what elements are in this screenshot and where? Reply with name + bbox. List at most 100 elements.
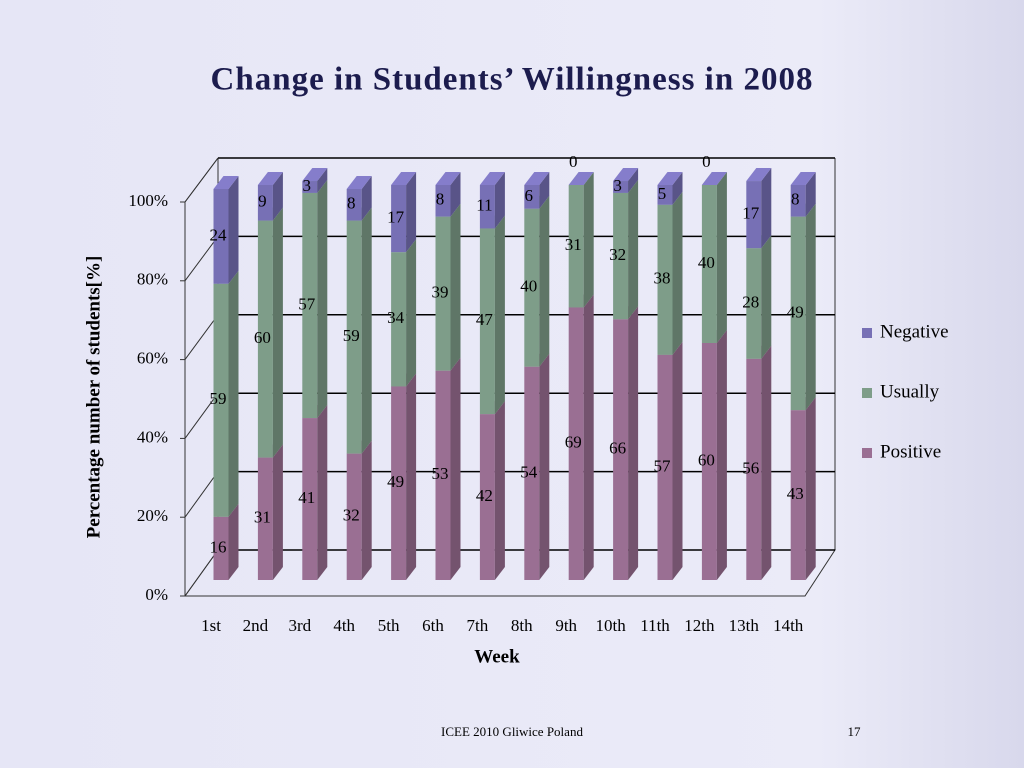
bar-segment [524, 185, 540, 209]
bar-side [406, 172, 417, 253]
bar-side [450, 203, 461, 371]
bar-side [228, 175, 239, 284]
bar-side [361, 175, 372, 221]
bar-side [672, 341, 683, 580]
data-label: 32 [609, 245, 626, 264]
bar-segment [302, 181, 318, 193]
data-label: 6 [525, 186, 534, 205]
grid-line-side [184, 157, 219, 203]
bar-segment [435, 216, 451, 371]
bar-segment [391, 386, 407, 580]
bar-side [628, 168, 639, 193]
x-tick-label: 5th [378, 616, 400, 635]
legend-label: Negative [880, 321, 949, 342]
data-label: 53 [432, 464, 449, 483]
bar-segment [657, 204, 673, 355]
x-tick-label: 8th [511, 616, 533, 635]
x-tick-label: 7th [467, 616, 489, 635]
y-tick-label: 0% [145, 585, 168, 604]
data-label: 59 [210, 389, 227, 408]
bar-top [302, 168, 328, 182]
bar-segment [479, 228, 495, 415]
data-label: 32 [343, 506, 360, 525]
bar-segment [790, 216, 806, 411]
bar-side [672, 191, 683, 355]
data-label: 54 [520, 462, 538, 481]
bar-segment [435, 185, 451, 217]
bar-side [583, 294, 594, 580]
legend-swatch [862, 388, 872, 398]
bar-side [539, 172, 550, 209]
data-label: 38 [654, 269, 671, 288]
bar-top [746, 168, 772, 182]
data-label: 69 [565, 433, 582, 452]
bar-segment [346, 220, 362, 454]
bar-segment [613, 319, 629, 580]
bar-side [628, 306, 639, 580]
bar-side [805, 172, 816, 217]
data-label: 24 [210, 225, 228, 244]
bar-segment [213, 516, 229, 580]
x-tick-label: 9th [555, 616, 577, 635]
bar-top [213, 175, 239, 189]
data-label: 49 [387, 472, 404, 491]
data-label: 42 [476, 486, 493, 505]
x-tick-label: 2nd [243, 616, 269, 635]
bar-side [450, 357, 461, 580]
bar-side [361, 440, 372, 580]
bar-segment [746, 358, 762, 580]
bar-side [228, 270, 239, 517]
bar-side [805, 397, 816, 580]
bar-segment [257, 185, 273, 221]
grid-line-side [184, 392, 219, 439]
x-tick-label: 14th [773, 616, 804, 635]
bar-top [391, 172, 417, 185]
data-label: 47 [476, 310, 494, 329]
bar-segment [746, 248, 762, 359]
bar-top [657, 172, 683, 185]
bar-side [716, 172, 727, 343]
bar-segment [479, 414, 495, 580]
bar-top [790, 172, 816, 185]
bar-side [494, 172, 505, 229]
bar-side [494, 401, 505, 580]
legend-swatch [862, 448, 872, 458]
x-tick-label: 1st [201, 616, 221, 635]
bar-segment [657, 354, 673, 580]
bar-segment [701, 185, 717, 343]
data-label: 9 [258, 192, 267, 211]
bar-segment [790, 185, 806, 217]
bar-segment [568, 185, 584, 308]
data-label: 3 [303, 176, 312, 195]
bar-segment [257, 457, 273, 580]
data-label: 5 [658, 184, 667, 203]
data-label: 43 [787, 484, 804, 503]
y-tick-label: 80% [137, 270, 168, 289]
data-label: 57 [298, 294, 316, 313]
bar-segment [657, 185, 673, 205]
bar-side [716, 330, 727, 580]
bar-segment [346, 188, 362, 221]
data-label: 49 [787, 302, 804, 321]
bar-segment [257, 220, 273, 458]
data-label: 60 [698, 450, 715, 469]
y-tick-label: 20% [137, 506, 168, 525]
data-label: 0 [702, 152, 711, 171]
bar-side [406, 239, 417, 387]
data-label: 28 [742, 292, 759, 311]
y-tick-label: 60% [137, 349, 168, 368]
bar-segment [302, 192, 318, 419]
page-number: 17 [848, 724, 862, 739]
bar-top [346, 175, 372, 189]
data-label: 8 [436, 190, 445, 209]
bar-segment [790, 410, 806, 580]
bar-side [272, 444, 283, 580]
bar-side [539, 353, 550, 580]
data-label: 34 [387, 308, 405, 327]
bar-side [317, 179, 328, 419]
data-label: 8 [347, 194, 356, 213]
grid-line-side [184, 314, 219, 360]
data-label: 40 [698, 253, 715, 272]
